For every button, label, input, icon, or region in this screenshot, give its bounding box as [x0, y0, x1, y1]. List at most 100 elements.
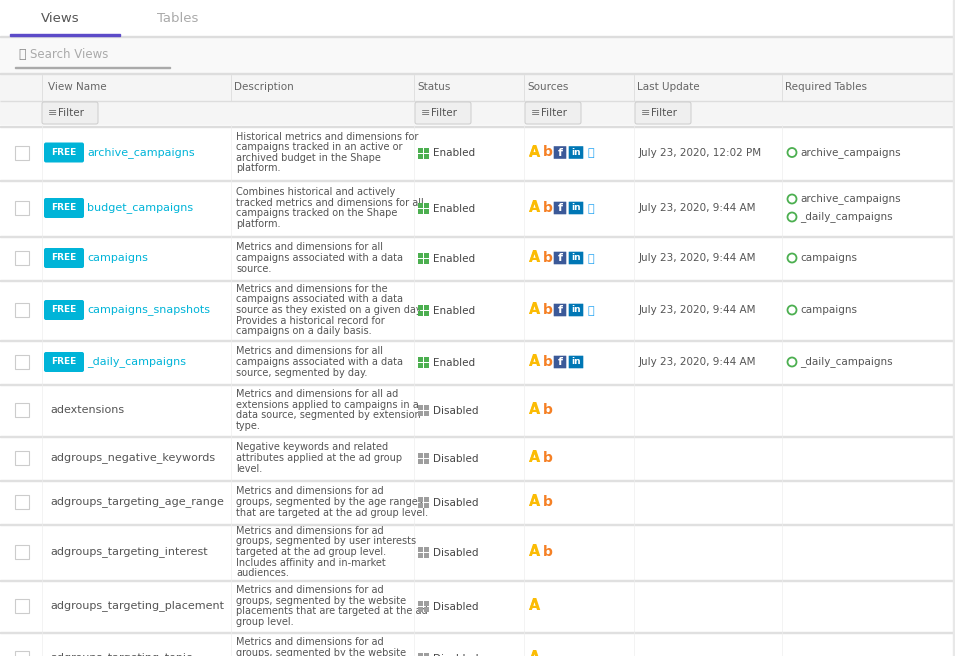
Text: A: A: [529, 146, 540, 159]
Text: b: b: [543, 251, 553, 265]
Bar: [418, 411, 423, 416]
Bar: [418, 607, 423, 612]
Bar: [424, 154, 429, 159]
Text: Negative keywords and related: Negative keywords and related: [236, 443, 388, 453]
Text: adgroups_negative_keywords: adgroups_negative_keywords: [50, 453, 215, 463]
Text: campaigns: campaigns: [87, 253, 148, 263]
FancyBboxPatch shape: [568, 356, 584, 368]
Text: A: A: [529, 599, 540, 613]
Text: 🐦: 🐦: [587, 204, 594, 214]
Text: Disabled: Disabled: [433, 602, 478, 612]
Text: July 23, 2020, 12:02 PM: July 23, 2020, 12:02 PM: [639, 148, 762, 157]
Bar: [0, 180, 955, 236]
Text: FREE: FREE: [52, 253, 76, 262]
Text: A: A: [529, 451, 541, 466]
FancyBboxPatch shape: [568, 304, 584, 316]
Text: placements that are targeted at the ad: placements that are targeted at the ad: [236, 606, 428, 616]
Bar: [424, 607, 429, 612]
FancyBboxPatch shape: [568, 146, 584, 159]
FancyBboxPatch shape: [554, 201, 566, 215]
Text: Includes affinity and in-market: Includes affinity and in-market: [236, 558, 386, 567]
Text: Filter: Filter: [651, 108, 677, 118]
Text: adgroups_targeting_topic: adgroups_targeting_topic: [50, 653, 192, 656]
Text: Status: Status: [417, 82, 451, 92]
Text: Metrics and dimensions for ad: Metrics and dimensions for ad: [236, 526, 384, 536]
Text: Metrics and dimensions for all: Metrics and dimensions for all: [236, 243, 383, 253]
Bar: [424, 497, 429, 502]
FancyBboxPatch shape: [44, 198, 84, 218]
Text: groups, segmented by the website: groups, segmented by the website: [236, 596, 406, 605]
Text: campaigns on a daily basis.: campaigns on a daily basis.: [236, 326, 371, 336]
Text: adgroups_targeting_age_range: adgroups_targeting_age_range: [50, 497, 223, 508]
Bar: [418, 653, 423, 656]
Text: b: b: [543, 495, 553, 509]
Text: _daily_campaigns: _daily_campaigns: [87, 357, 186, 367]
Text: f: f: [558, 253, 562, 263]
Bar: [424, 453, 429, 458]
Text: in: in: [571, 203, 581, 213]
Text: July 23, 2020, 9:44 AM: July 23, 2020, 9:44 AM: [639, 357, 756, 367]
Text: b: b: [543, 146, 553, 159]
Text: f: f: [558, 357, 562, 367]
Text: b: b: [543, 403, 553, 417]
Text: in: in: [571, 306, 581, 314]
Text: A: A: [529, 451, 540, 465]
Text: b: b: [543, 303, 553, 317]
Bar: [15, 251, 29, 265]
Text: source.: source.: [236, 264, 271, 274]
Bar: [418, 601, 423, 606]
Text: campaigns associated with a data: campaigns associated with a data: [236, 357, 403, 367]
Bar: [424, 553, 429, 558]
Text: Metrics and dimensions for the: Metrics and dimensions for the: [236, 284, 388, 294]
Text: Filter: Filter: [541, 108, 567, 118]
Bar: [424, 253, 429, 258]
Bar: [424, 503, 429, 508]
Text: type.: type.: [236, 420, 261, 431]
Bar: [15, 545, 29, 559]
Text: A: A: [529, 251, 541, 266]
Text: Metrics and dimensions for ad: Metrics and dimensions for ad: [236, 637, 384, 647]
Text: A: A: [529, 451, 540, 465]
Text: A: A: [529, 354, 541, 369]
Text: A: A: [529, 545, 540, 559]
Bar: [418, 547, 423, 552]
Text: A: A: [529, 403, 541, 417]
Text: campaigns tracked in an active or: campaigns tracked in an active or: [236, 142, 402, 152]
Text: A: A: [529, 403, 540, 417]
Text: Required Tables: Required Tables: [785, 82, 867, 92]
Text: source as they existed on a given day.: source as they existed on a given day.: [236, 305, 423, 315]
Text: July 23, 2020, 9:44 AM: July 23, 2020, 9:44 AM: [639, 203, 756, 213]
FancyBboxPatch shape: [44, 352, 84, 372]
FancyBboxPatch shape: [44, 300, 84, 320]
Text: A: A: [529, 201, 540, 215]
Text: A: A: [529, 201, 541, 216]
Bar: [0, 480, 955, 524]
FancyBboxPatch shape: [554, 146, 566, 159]
Bar: [418, 503, 423, 508]
Text: A: A: [529, 651, 541, 656]
Bar: [424, 203, 429, 208]
Text: archive_campaigns: archive_campaigns: [800, 194, 901, 205]
Bar: [15, 355, 29, 369]
Text: A: A: [529, 651, 540, 656]
Text: attributes applied at the ad group: attributes applied at the ad group: [236, 453, 402, 463]
Bar: [424, 311, 429, 316]
Text: Historical metrics and dimensions for: Historical metrics and dimensions for: [236, 132, 418, 142]
Bar: [418, 405, 423, 410]
Text: Metrics and dimensions for all: Metrics and dimensions for all: [236, 346, 383, 356]
Bar: [15, 303, 29, 317]
Text: A: A: [529, 355, 540, 369]
Text: b: b: [543, 201, 553, 215]
Text: Search Views: Search Views: [30, 49, 108, 62]
Text: FREE: FREE: [52, 148, 76, 157]
Text: b: b: [543, 451, 553, 465]
FancyBboxPatch shape: [415, 102, 471, 124]
Text: 🐦: 🐦: [587, 306, 594, 316]
Bar: [10, 33, 120, 36]
Bar: [0, 0, 955, 36]
Bar: [418, 311, 423, 316]
Bar: [0, 236, 955, 280]
Text: level.: level.: [236, 464, 263, 474]
Bar: [424, 459, 429, 464]
Bar: [418, 253, 423, 258]
